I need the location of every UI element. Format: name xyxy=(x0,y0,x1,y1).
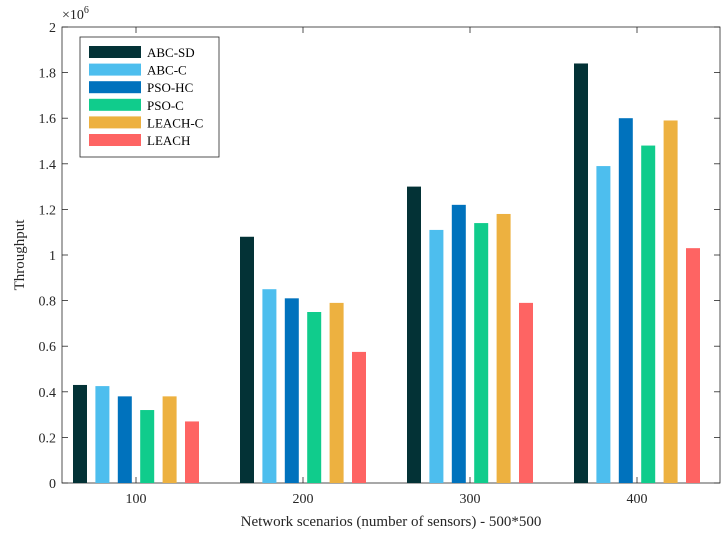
bar-abc-c-400 xyxy=(596,166,611,483)
y-tick-label: 0.4 xyxy=(39,386,57,401)
legend-swatch-abc-c xyxy=(89,63,141,76)
y-tick-label: 1.6 xyxy=(39,112,57,127)
x-axis: 100 200 300 400 xyxy=(126,27,648,507)
bar-abc-sd-200 xyxy=(240,236,254,483)
legend-label-pso-hc: PSO-HC xyxy=(147,80,193,95)
y-tick-label: 1.8 xyxy=(39,67,57,82)
y-axis: 0 0.2 0.4 0.6 0.8 1 1.2 1.4 1.6 1.8 2 xyxy=(39,21,720,492)
bar-pso-hc-300 xyxy=(451,204,466,483)
y-tick-label: 0.8 xyxy=(39,295,57,310)
y-tick-label: 0 xyxy=(49,477,56,492)
legend-label-abc-c: ABC-C xyxy=(147,63,187,78)
bar-pso-c-300 xyxy=(474,223,489,483)
bar-abc-sd-300 xyxy=(407,186,421,483)
y-tick-label: 1.4 xyxy=(39,158,57,173)
bar-leach-100 xyxy=(185,421,199,483)
bar-abc-c-200 xyxy=(262,289,277,483)
bar-leach-c-300 xyxy=(496,213,511,483)
bar-leach-300 xyxy=(519,302,533,483)
y-tick-label: 2 xyxy=(49,21,56,36)
legend-label-leach-c: LEACH-C xyxy=(147,115,203,130)
y-tick-label: 0.6 xyxy=(39,340,57,355)
x-axis-title: Network scenarios (number of sensors) - … xyxy=(241,514,542,530)
bar-pso-c-200 xyxy=(307,312,322,483)
legend-swatch-abc-sd xyxy=(89,46,141,58)
legend-label-leach: LEACH xyxy=(147,133,190,148)
bar-leach-c-200 xyxy=(329,302,344,483)
bar-pso-c-400 xyxy=(641,145,656,483)
x-tick-label: 400 xyxy=(627,492,648,507)
x-tick-label: 100 xyxy=(126,492,147,507)
x-tick-label: 300 xyxy=(460,492,481,507)
bar-leach-c-100 xyxy=(162,396,177,483)
legend-swatch-pso-hc xyxy=(89,81,141,94)
legend-swatch-pso-c xyxy=(89,98,141,111)
legend-swatch-leach-c xyxy=(89,116,141,129)
x-tick-label: 200 xyxy=(293,492,314,507)
bar-abc-sd-100 xyxy=(73,384,87,483)
legend: ABC-SD ABC-C PSO-HC PSO-C LEACH-C LEACH xyxy=(79,36,220,158)
bars-group xyxy=(73,63,700,483)
bar-leach-c-400 xyxy=(663,120,678,483)
bar-pso-c-100 xyxy=(140,410,155,483)
bar-abc-c-300 xyxy=(429,229,444,483)
bar-leach-400 xyxy=(686,248,700,483)
bar-pso-hc-100 xyxy=(117,396,132,483)
y-tick-label: 1.2 xyxy=(39,203,57,218)
legend-label-abc-sd: ABC-SD xyxy=(147,45,195,60)
bar-pso-hc-400 xyxy=(618,118,633,483)
bar-leach-200 xyxy=(352,351,366,483)
y-tick-label: 1 xyxy=(49,249,56,264)
y-tick-label: 0.2 xyxy=(39,431,57,446)
bar-abc-sd-400 xyxy=(574,63,588,483)
bar-pso-hc-200 xyxy=(284,298,299,483)
bar-abc-c-100 xyxy=(95,386,110,483)
y-exponent-label: ×106 xyxy=(62,5,89,23)
legend-swatch-leach xyxy=(89,134,141,146)
legend-label-pso-c: PSO-C xyxy=(147,98,184,113)
y-axis-title: Throughput xyxy=(12,219,28,291)
